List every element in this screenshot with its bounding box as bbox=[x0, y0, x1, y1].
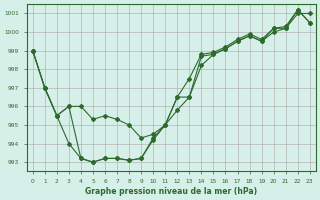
X-axis label: Graphe pression niveau de la mer (hPa): Graphe pression niveau de la mer (hPa) bbox=[85, 187, 257, 196]
